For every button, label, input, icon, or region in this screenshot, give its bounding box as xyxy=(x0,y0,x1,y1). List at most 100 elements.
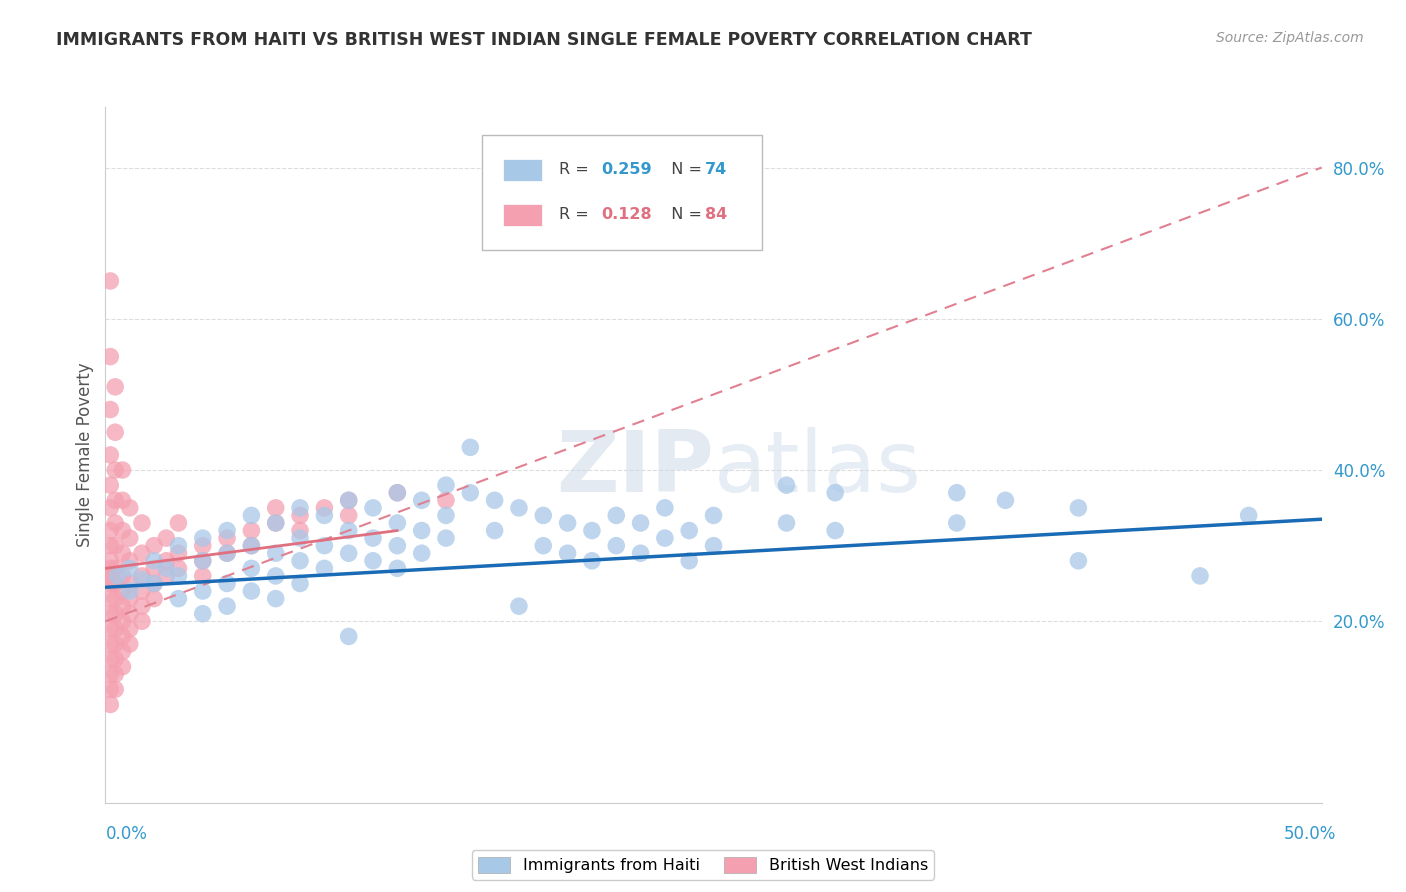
Point xyxy=(630,546,652,560)
Point xyxy=(531,508,554,523)
Point xyxy=(98,402,121,417)
Point xyxy=(240,539,263,553)
Point xyxy=(508,500,530,515)
Text: R =: R = xyxy=(560,207,599,222)
Point xyxy=(217,576,239,591)
Point xyxy=(824,485,846,500)
Point xyxy=(143,576,166,591)
Point xyxy=(387,485,409,500)
FancyBboxPatch shape xyxy=(503,203,543,226)
Point xyxy=(107,569,129,583)
Point xyxy=(104,539,127,553)
Point xyxy=(264,569,287,583)
Point xyxy=(217,599,239,614)
FancyBboxPatch shape xyxy=(482,135,762,250)
Point xyxy=(191,569,214,583)
Point xyxy=(98,622,121,636)
Point xyxy=(387,561,409,575)
Point xyxy=(288,576,311,591)
Point xyxy=(104,561,127,575)
Point xyxy=(104,652,127,666)
Point xyxy=(111,599,134,614)
FancyBboxPatch shape xyxy=(503,159,543,181)
Point xyxy=(98,350,121,364)
Point xyxy=(98,698,121,712)
Point xyxy=(118,561,141,575)
Point xyxy=(240,561,263,575)
Point xyxy=(98,576,121,591)
Point xyxy=(337,629,360,643)
Text: 84: 84 xyxy=(704,207,727,222)
Point xyxy=(994,493,1017,508)
Text: N =: N = xyxy=(661,207,707,222)
Y-axis label: Single Female Poverty: Single Female Poverty xyxy=(76,363,94,547)
Point xyxy=(605,508,627,523)
Point xyxy=(581,554,603,568)
Point xyxy=(104,463,127,477)
Point xyxy=(143,561,166,575)
Point xyxy=(111,644,134,658)
Point xyxy=(458,441,481,455)
Point xyxy=(104,637,127,651)
Point xyxy=(314,508,336,523)
Point xyxy=(654,531,676,545)
Point xyxy=(104,516,127,530)
Point xyxy=(434,478,457,492)
Point xyxy=(111,584,134,599)
Point xyxy=(111,615,134,629)
Point xyxy=(98,500,121,515)
Point xyxy=(155,531,177,545)
Point xyxy=(191,531,214,545)
Point xyxy=(167,546,190,560)
Point xyxy=(387,516,409,530)
Point xyxy=(143,591,166,606)
Point xyxy=(104,607,127,621)
Point xyxy=(131,573,153,587)
Point xyxy=(118,500,141,515)
Point xyxy=(678,554,700,568)
Point xyxy=(111,524,134,538)
Point xyxy=(143,576,166,591)
Text: ZIP: ZIP xyxy=(555,427,713,510)
Point xyxy=(288,500,311,515)
Point xyxy=(702,539,725,553)
Point xyxy=(143,539,166,553)
Point xyxy=(411,493,433,508)
Point xyxy=(167,561,190,575)
Point xyxy=(104,591,127,606)
Point xyxy=(131,584,153,599)
Point xyxy=(678,524,700,538)
Point xyxy=(337,524,360,538)
Point xyxy=(484,493,506,508)
Point xyxy=(314,500,336,515)
Point xyxy=(131,615,153,629)
Point xyxy=(775,516,797,530)
Point xyxy=(288,524,311,538)
Point xyxy=(484,524,506,538)
Point xyxy=(337,493,360,508)
Point xyxy=(702,508,725,523)
Point xyxy=(191,584,214,599)
Point xyxy=(775,478,797,492)
Point xyxy=(240,539,263,553)
Point xyxy=(361,531,384,545)
Point xyxy=(240,508,263,523)
Point xyxy=(557,546,579,560)
Point xyxy=(118,637,141,651)
Point xyxy=(104,622,127,636)
Point xyxy=(98,448,121,462)
Text: R =: R = xyxy=(560,162,599,178)
Point xyxy=(98,539,121,553)
Text: atlas: atlas xyxy=(713,427,921,510)
Point xyxy=(131,516,153,530)
Point xyxy=(118,531,141,545)
Point xyxy=(434,493,457,508)
Point xyxy=(288,531,311,545)
Point xyxy=(143,554,166,568)
Point xyxy=(458,485,481,500)
Point xyxy=(104,667,127,681)
Point xyxy=(98,637,121,651)
Point xyxy=(118,584,141,599)
Point xyxy=(118,554,141,568)
Point xyxy=(131,546,153,560)
